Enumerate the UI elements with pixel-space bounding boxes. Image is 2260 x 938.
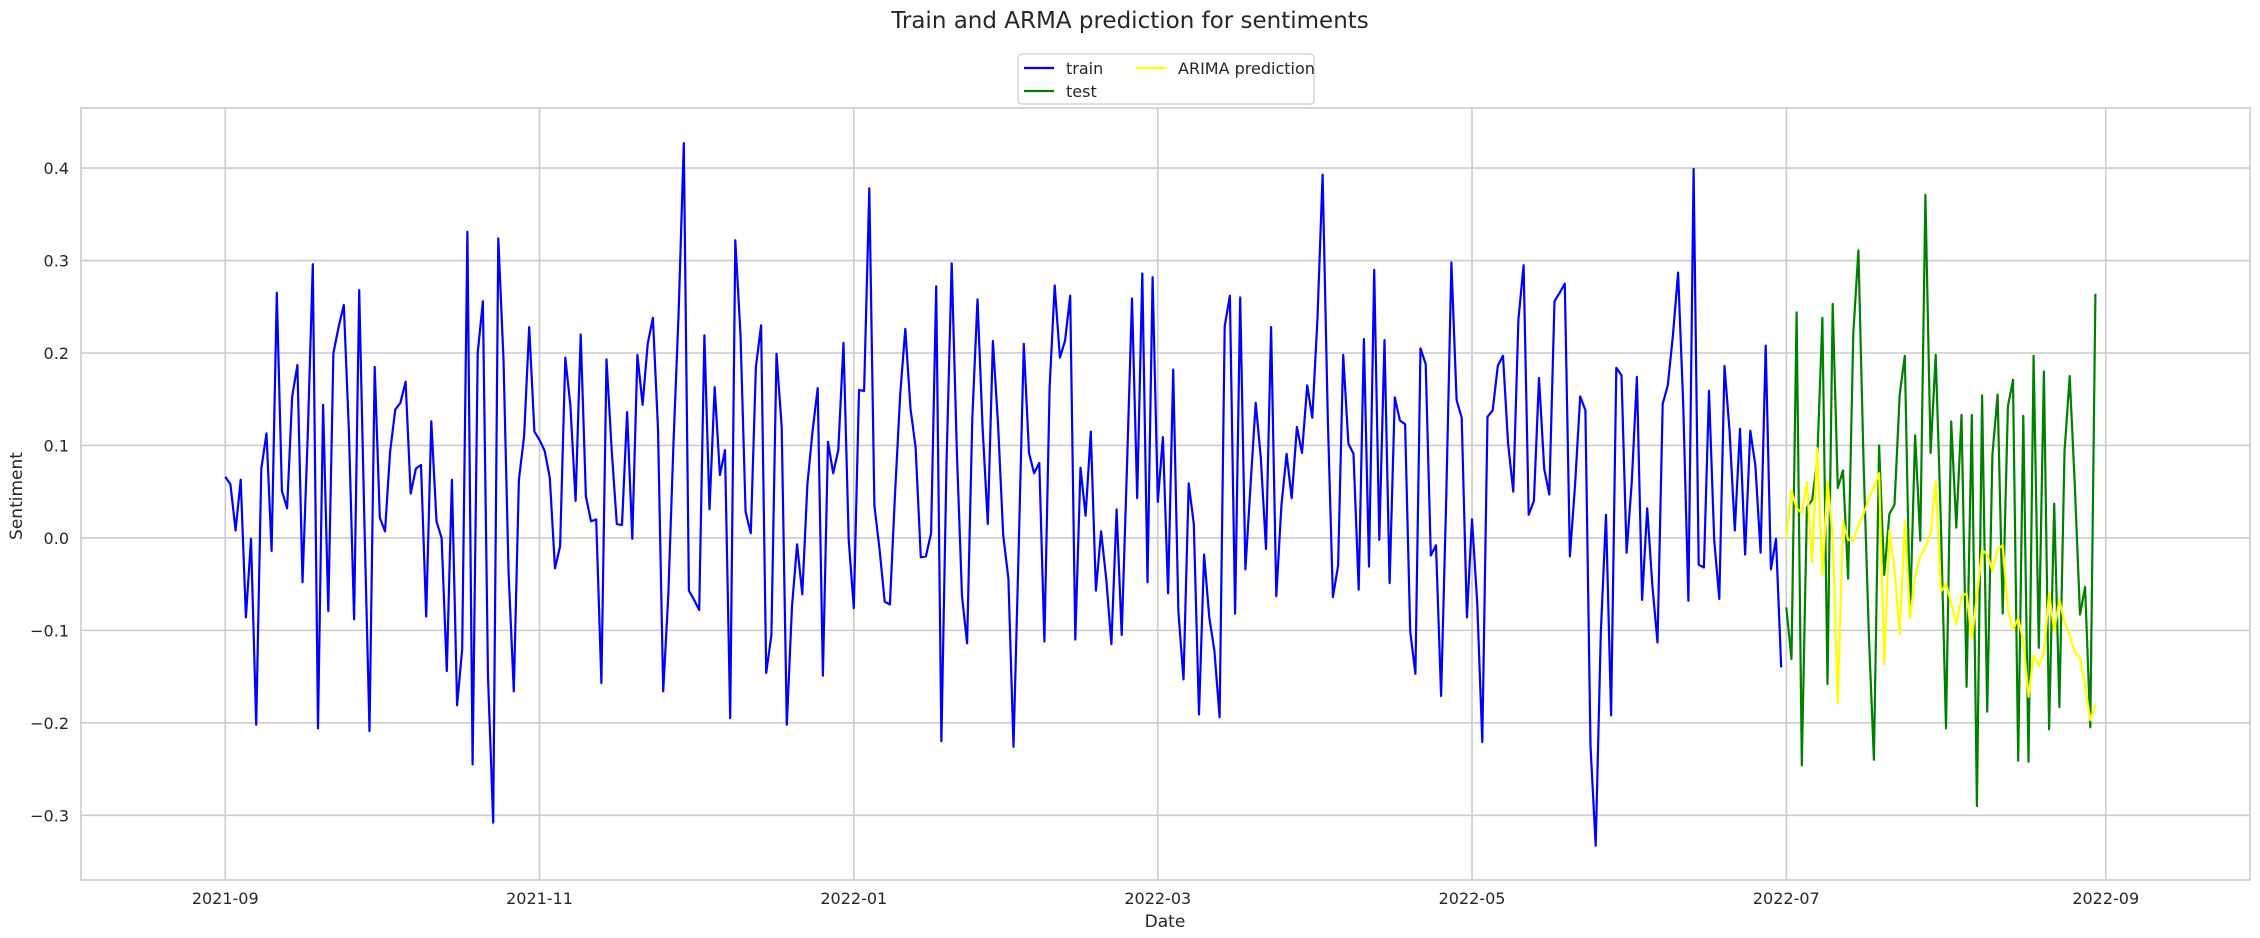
- chart-title: Train and ARMA prediction for sentiments: [890, 8, 1369, 34]
- x-tick-labels: 2021-09 2021-11 2022-01 2022-03 2022-05 2022-…: [192, 889, 2139, 908]
- legend-label-arima-prediction: ARIMA prediction: [1178, 59, 1315, 78]
- y-tick-label: 0.4: [44, 159, 69, 178]
- legend-box: [1017, 53, 1315, 105]
- y-tick-label: −0.2: [30, 714, 69, 733]
- series-layer: [224, 142, 2097, 847]
- x-tick-label: 2022-09: [2072, 889, 2139, 908]
- y-axis-label: Sentiment: [7, 452, 27, 540]
- plot-area: 2021-09 2021-11 2022-01 2022-03 2022-05 2022-…: [30, 107, 2251, 908]
- series-line-arima-prediction: [1785, 447, 2097, 722]
- legend: train test ARIMA prediction: [1017, 53, 1315, 105]
- legend-label-test: test: [1066, 82, 1097, 101]
- x-tick-label: 2021-09: [192, 889, 259, 908]
- series-line-train: [224, 142, 1783, 847]
- y-tick-label: −0.3: [30, 806, 69, 825]
- legend-label-train: train: [1066, 59, 1103, 78]
- y-tick-label: 0.0: [44, 529, 69, 548]
- plot-frame: [80, 107, 2251, 881]
- y-tick-label: 0.2: [44, 344, 69, 363]
- y-tick-label: 0.3: [44, 252, 69, 271]
- x-tick-label: 2022-07: [1753, 889, 1820, 908]
- x-tick-label: 2022-05: [1439, 889, 1506, 908]
- y-tick-label: −0.1: [30, 621, 69, 640]
- x-tick-label: 2022-03: [1124, 889, 1191, 908]
- y-tick-labels: −0.3 −0.2 −0.1 0.0 0.1 0.2 0.3 0.4: [30, 159, 69, 825]
- x-tick-label: 2021-11: [506, 889, 573, 908]
- x-tick-label: 2022-01: [820, 889, 887, 908]
- series-line-test: [1785, 193, 2097, 808]
- x-axis-label: Date: [1145, 912, 1186, 932]
- y-tick-label: 0.1: [44, 436, 69, 455]
